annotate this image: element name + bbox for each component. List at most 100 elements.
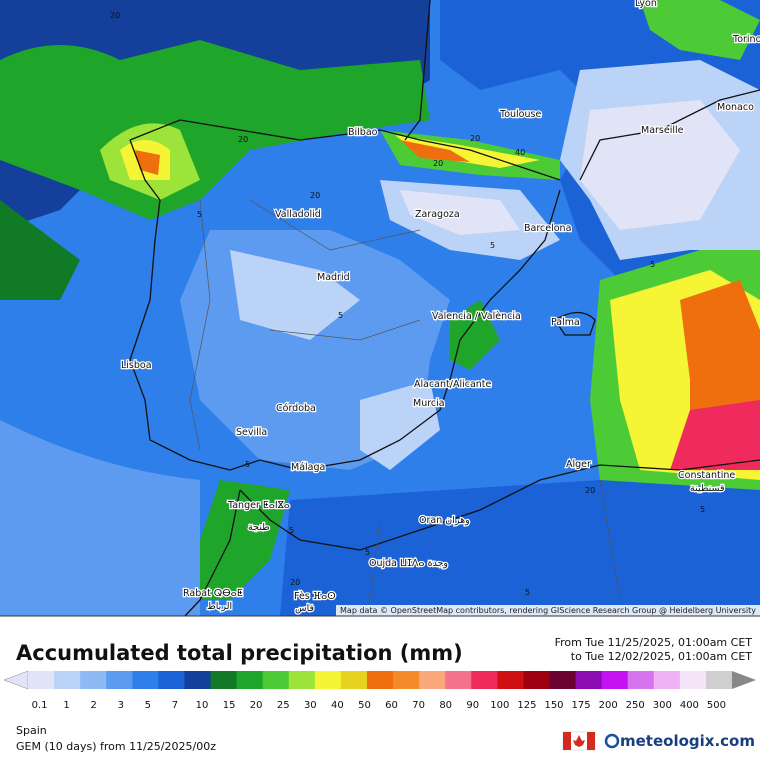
colorbar-swatch <box>54 671 81 689</box>
colorbar-tick-label: 0.1 <box>32 700 48 711</box>
city-label: قسنطينة <box>690 483 725 494</box>
canada-flag <box>562 731 596 751</box>
contour-label: 5 <box>289 526 294 535</box>
colorbar-tick-label: 400 <box>680 700 699 711</box>
contour-label: 5 <box>245 460 250 469</box>
contour-label: 5 <box>197 210 202 219</box>
colorbar-tick-label: 2 <box>91 700 97 711</box>
contour-label: 20 <box>433 159 443 168</box>
colorbar-swatch <box>471 671 498 689</box>
colorbar-tick-label: 80 <box>439 700 452 711</box>
colorbar-arrow-left <box>3 670 29 690</box>
city-label: Lisboa <box>121 360 152 371</box>
city-label: Córdoba <box>276 403 316 414</box>
attribution: Map data © OpenStreetMap contributors, r… <box>340 606 756 615</box>
colorbar-tick-label: 30 <box>304 700 317 711</box>
colorbar-tick-label: 250 <box>626 700 645 711</box>
colorbar-swatch <box>679 671 707 689</box>
colorbar-swatch <box>445 671 472 689</box>
brand: meteologix.com <box>620 732 755 750</box>
colorbar-tick-label: 175 <box>572 700 591 711</box>
colorbar-swatch <box>497 671 524 689</box>
colorbar-swatch <box>314 671 342 689</box>
colorbar-tick-label: 3 <box>118 700 124 711</box>
legend-title: Accumulated total precipitation (mm) <box>16 641 463 665</box>
colorbar-tick-label: 200 <box>599 700 618 711</box>
colorbar-tick-label: 300 <box>653 700 672 711</box>
city-label: Zaragoza <box>415 209 460 220</box>
city-label: Palma <box>551 317 580 328</box>
colorbar-swatch <box>184 671 212 689</box>
colorbar-swatch <box>393 671 420 689</box>
colorbar-tick-label: 150 <box>544 700 563 711</box>
city-label: طنجة <box>248 522 270 533</box>
colorbar-swatch <box>549 671 577 689</box>
period-to: to Tue 12/02/2025, 01:00am CET <box>571 650 753 663</box>
colorbar-tick-label: 100 <box>490 700 509 711</box>
colorbar-swatch <box>627 671 655 689</box>
city-label: فاس <box>295 603 314 614</box>
colorbar-swatch <box>601 671 629 689</box>
colorbar-tick-label: 90 <box>466 700 479 711</box>
coastline <box>129 0 760 617</box>
colorbar-swatch <box>419 671 446 689</box>
contour-label: 20 <box>470 134 480 143</box>
colorbar-swatch <box>106 671 133 689</box>
city-label: Bilbao <box>348 127 378 138</box>
city-label: Oujda ⵡⵊⴷⴰ وجدة <box>369 558 448 569</box>
contour-label: 5 <box>650 260 655 269</box>
city-label: Alger <box>566 459 591 470</box>
city-label: Madrid <box>317 272 350 283</box>
colorbar-swatch <box>575 671 603 689</box>
city-label: Lyon <box>635 0 657 9</box>
colorbar-tick-label: 70 <box>412 700 425 711</box>
colorbar-tick-label: 50 <box>358 700 371 711</box>
map: Lyon Torino Monaco Toulouse Marseille Bi… <box>0 0 760 617</box>
city-label: الرباط <box>207 601 232 612</box>
colorbar-tick-label: 125 <box>517 700 536 711</box>
contour-label: 5 <box>338 311 343 320</box>
city-label: Murcia <box>413 398 445 409</box>
city-label: Oran وهران <box>419 515 470 526</box>
brand-logo <box>604 733 620 749</box>
colorbar-arrow-right <box>732 671 756 689</box>
city-label: Constantine <box>678 470 735 481</box>
contour-label: 20 <box>110 11 120 20</box>
colorbar-tick-label: 500 <box>707 700 726 711</box>
city-label: Sevilla <box>236 427 267 438</box>
city-label: Fès ⴼⴰⵙ <box>294 591 336 602</box>
colorbar-swatch <box>653 671 681 689</box>
colorbar-swatch <box>80 671 107 689</box>
colorbar-tick-label: 5 <box>145 700 151 711</box>
city-label: Marseille <box>641 125 684 136</box>
city-label: Alacant/Alicante <box>414 379 492 390</box>
borders <box>189 199 621 601</box>
colorbar-swatch <box>210 671 238 689</box>
colorbar-tick-label: 40 <box>331 700 344 711</box>
colorbar-swatch <box>158 671 185 689</box>
contour-label: 40 <box>515 148 525 157</box>
contour-label: 5 <box>490 241 495 250</box>
colorbar-tick-label: 10 <box>196 700 209 711</box>
colorbar-tick-label: 1 <box>63 700 69 711</box>
city-label: Monaco <box>717 102 754 113</box>
city-label: Málaga <box>291 462 325 473</box>
city-label: Barcelona <box>524 223 571 234</box>
colorbar: 0.1 1 2 3 5 7 10 15 20 25 30 40 50 60 70 80 90 100 125 150 1… <box>3 670 756 711</box>
colorbar-swatch <box>132 671 159 689</box>
period-from: From Tue 11/25/2025, 01:00am CET <box>555 636 753 649</box>
contour-label: 5 <box>365 548 370 557</box>
contour-label: 5 <box>700 505 705 514</box>
city-label: Tanger ⵟⴰⵏⴵⴰ <box>227 500 290 511</box>
colorbar-swatch <box>366 671 394 689</box>
colorbar-swatch <box>28 671 55 689</box>
colorbar-tick-label: 20 <box>250 700 263 711</box>
model-run: GEM (10 days) from 11/25/2025/00z <box>16 740 216 753</box>
region: Spain <box>16 724 47 737</box>
city-label: Valladolid <box>275 209 321 220</box>
city-label: Valencia / València <box>432 311 521 322</box>
contour-label: 20 <box>310 191 320 200</box>
colorbar-swatch <box>340 671 368 689</box>
